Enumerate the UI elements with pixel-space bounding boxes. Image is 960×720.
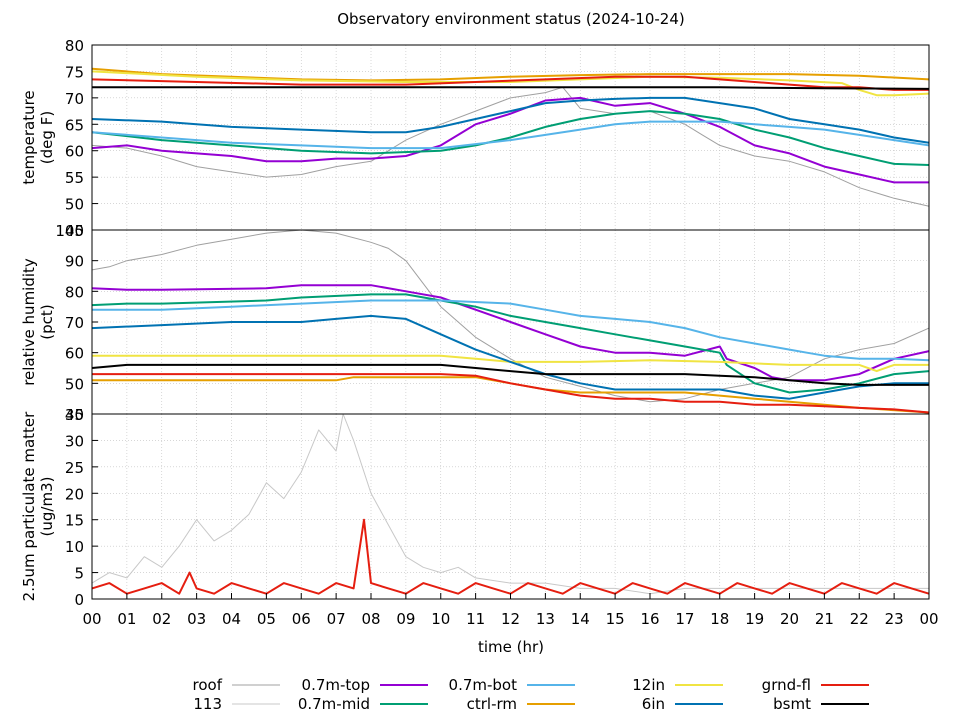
y-tick-label: 75 (65, 63, 84, 81)
y-tick-label: 40 (65, 406, 84, 424)
x-tick-label: 12 (501, 610, 520, 628)
y-tick-label: 65 (65, 116, 84, 134)
y-axis-label: (ug/m3) (38, 477, 56, 537)
x-tick-label: 01 (117, 610, 136, 628)
x-tick-label: 14 (571, 610, 590, 628)
x-tick-label: 00 (82, 610, 101, 628)
y-axis-label: (deg F) (38, 111, 56, 164)
x-tick-label: 08 (361, 610, 380, 628)
y-tick-label: 70 (65, 314, 84, 332)
x-tick-label: 13 (536, 610, 555, 628)
series-line-grnd-fl (91, 75, 929, 91)
legend-label: ctrl-rm (467, 695, 517, 713)
series-line-0-7m-mid (91, 293, 930, 394)
legend-label: grnd-fl (762, 676, 811, 694)
legend-entry: bsmt (773, 695, 869, 713)
y-tick-label: 45 (65, 222, 84, 240)
y-tick-label: 80 (65, 37, 84, 55)
series-line-0-7m-top (91, 96, 929, 184)
y-tick-label: 15 (65, 512, 84, 530)
x-tick-label: 22 (850, 610, 869, 628)
series-line-ctrl-rm (91, 67, 930, 82)
series-line-12in (92, 354, 929, 373)
y-axis-label: temperature (20, 90, 38, 184)
legend-label: 0.7m-mid (298, 695, 370, 713)
y-tick-label: 60 (65, 345, 84, 363)
legend-label: 12in (632, 676, 665, 694)
legend-label: 0.7m-top (302, 676, 370, 694)
x-tick-label: 03 (187, 610, 206, 628)
y-tick-label: 60 (65, 143, 84, 161)
y-tick-label: 5 (74, 565, 84, 583)
x-tick-label: 19 (745, 610, 764, 628)
series-line-bsmt (92, 86, 930, 90)
legend-label: 6in (642, 695, 665, 713)
panel-pm25: 35 30 25 20 15 10 5 0 2.5um particulate matter (u… (20, 406, 930, 609)
y-tick-label: 55 (65, 169, 84, 187)
y-tick-label: 50 (65, 196, 84, 214)
x-tick-label: 15 (606, 610, 625, 628)
x-tick-label: 07 (327, 610, 346, 628)
legend-label: 0.7m-bot (449, 676, 518, 694)
series-line-0-7m-mid (91, 110, 930, 166)
legend-label: roof (193, 676, 223, 694)
y-tick-label: 80 (65, 283, 84, 301)
series-line-roof (91, 86, 930, 207)
y-tick-label: 20 (65, 485, 84, 503)
legend-entry: ctrl-rm (467, 695, 575, 713)
x-tick-label: 06 (292, 610, 311, 628)
legend-entry: grnd-fl (762, 676, 869, 694)
series-line-bsmt (91, 363, 929, 386)
y-tick-label: 50 (65, 375, 84, 393)
legend-label: bsmt (773, 695, 811, 713)
x-tick-label: 11 (466, 610, 485, 628)
legend-entry: 113 (193, 695, 280, 713)
legend-entry: 0.7m-mid (298, 695, 428, 713)
series-line-6in (91, 96, 930, 144)
x-tick-label: 20 (780, 610, 799, 628)
x-tick-label: 05 (257, 610, 276, 628)
series-line-0-7m-bot (92, 299, 930, 362)
x-axis-label: time (hr) (478, 638, 544, 656)
grid-pm25 (92, 414, 929, 599)
y-tick-label: 35 (65, 406, 84, 424)
x-tick-label: 17 (675, 610, 694, 628)
legend-entry: roof (193, 676, 280, 694)
legend-entry: 6in (642, 695, 723, 713)
y-tick-label: 10 (65, 538, 84, 556)
x-tick-label: 18 (710, 610, 729, 628)
panel-humidity: 100 90 80 70 60 50 40 relative humidity (pct) (20, 222, 930, 424)
series-line-grnd-fl (92, 373, 930, 414)
series-line-6in (91, 314, 929, 400)
x-tick-label: 23 (885, 610, 904, 628)
x-tick-label: 00 (919, 610, 938, 628)
x-tick-label: 10 (431, 610, 450, 628)
x-tick-label: 16 (640, 610, 659, 628)
legend-entry: 0.7m-bot (449, 676, 575, 694)
chart-title: Observatory environment status (2024-10-… (337, 10, 685, 28)
y-tick-label: 0 (74, 591, 84, 609)
y-axis-label: relative humidity (20, 258, 38, 386)
y-tick-label: 90 (65, 253, 84, 271)
x-tick-label: 09 (396, 610, 415, 628)
series-line-grnd-fl (91, 518, 930, 595)
panel-temperature: 80 75 70 65 60 55 50 45 temperature (deg F) (20, 37, 930, 240)
series-line-113 (91, 413, 929, 595)
x-tick-label: 02 (152, 610, 171, 628)
legend-entry: 0.7m-top (302, 676, 428, 694)
legend-entry: 12in (632, 676, 723, 694)
y-tick-label: 30 (65, 432, 84, 450)
series-line-ctrl-rm (92, 376, 930, 414)
y-axis-label: (pct) (38, 304, 56, 339)
y-tick-label: 100 (55, 222, 84, 240)
y-tick-label: 70 (65, 90, 84, 108)
x-tick-label: 04 (222, 610, 241, 628)
legend-label: 113 (193, 695, 222, 713)
x-tick-label: 21 (815, 610, 834, 628)
y-tick-label: 25 (65, 459, 84, 477)
series-line-0-7m-bot (91, 120, 930, 150)
y-axis-label: 2.5um particulate matter (20, 411, 38, 601)
